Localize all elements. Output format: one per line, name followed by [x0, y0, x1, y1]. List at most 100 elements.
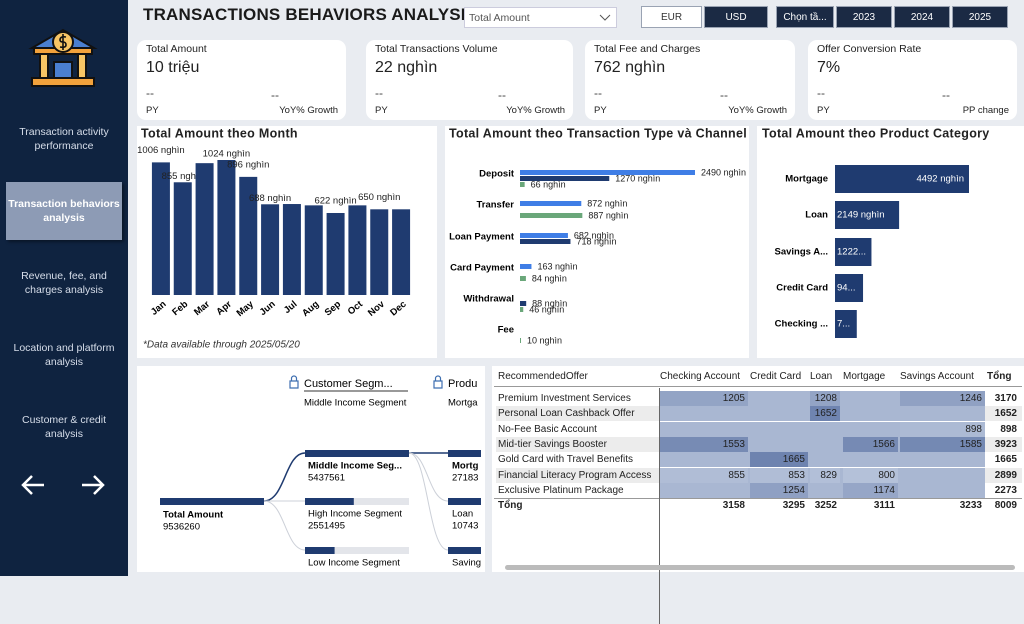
value-cell: 1585 — [900, 436, 985, 452]
row-bg — [660, 482, 985, 498]
column-header: Credit Card — [750, 371, 802, 382]
panel — [757, 126, 1024, 358]
row-label: Premium Investment Services — [498, 393, 631, 404]
header-rule — [494, 386, 1022, 387]
kpi-py-label: PY — [594, 105, 607, 116]
nav-item[interactable]: Transaction behaviors analysis — [6, 182, 122, 240]
total-cell: 3295 — [782, 500, 805, 512]
bank-icon — [28, 28, 98, 87]
column-header: Loan — [810, 371, 833, 382]
value-cell: 1652 — [810, 406, 840, 422]
row-label: Financial Literacy Program Access — [498, 469, 652, 481]
kpi-growth-label: YoY% Growth — [506, 105, 565, 116]
column-header: Checking Account — [660, 371, 741, 382]
kpi-value: 762 nghìn — [594, 59, 666, 76]
column-divider — [659, 388, 660, 624]
total-cell: 898 — [1000, 423, 1017, 435]
row-bg — [660, 452, 985, 468]
nav-item[interactable]: Customer & credit analysis — [21, 414, 107, 440]
value-cell: 829 — [810, 467, 840, 483]
total-cell: 1665 — [994, 454, 1017, 466]
kpi-py-label: PY — [817, 105, 830, 116]
value-cell: 1174 — [843, 482, 898, 498]
kpi-value: 22 nghìn — [375, 59, 438, 76]
year-button[interactable]: 2023 — [836, 6, 892, 28]
value-cell: 853 — [750, 467, 808, 483]
value-cell: 1205 — [660, 391, 748, 406]
nav-arrows[interactable] — [20, 470, 110, 500]
measure-dropdown[interactable]: Total Amount — [464, 7, 617, 28]
kpi-card: Total Amount 10 triệu -- -- PY YoY% Growth — [137, 40, 346, 120]
kpi-py-label: PY — [375, 105, 388, 116]
dropdown-value: Total Amount — [469, 12, 530, 24]
kpi-card: Total Transactions Volume 22 nghìn -- -- PY Y… — [366, 40, 573, 120]
kpi-growth-label: YoY% Growth — [279, 105, 338, 116]
currency-button[interactable]: EUR — [641, 6, 702, 28]
nav-item[interactable]: Transaction activity performance — [19, 126, 109, 152]
row-label: Gold Card with Travel Benefits — [498, 454, 634, 466]
value-cell: 1665 — [750, 452, 808, 468]
kpi-label: Offer Conversion Rate — [817, 43, 922, 55]
panel — [445, 126, 749, 358]
row-label: Personal Loan Cashback Offer — [498, 408, 635, 420]
total-cell: 3923 — [994, 438, 1017, 450]
total-cell: 3170 — [994, 393, 1017, 404]
kpi-growth-value: -- — [271, 88, 279, 102]
value-cell: 800 — [843, 467, 898, 483]
value-cell: 1254 — [750, 482, 808, 498]
total-cell: 2899 — [994, 469, 1017, 481]
kpi-py-value: -- — [375, 86, 383, 100]
kpi-py-label: PY — [146, 105, 159, 116]
nav-item[interactable]: Revenue, fee, and charges analysis — [21, 270, 107, 296]
kpi-card: Total Fee and Charges 762 nghìn -- -- PY YoY%… — [585, 40, 795, 120]
total-cell: 3158 — [722, 500, 745, 512]
column-header: Mortgage — [843, 371, 886, 382]
kpi-growth-value: -- — [720, 88, 728, 102]
column-header: Savings Account — [900, 371, 974, 382]
kpi-label: Total Amount — [146, 43, 207, 55]
kpi-label: Total Fee and Charges — [594, 43, 701, 55]
chevron — [599, 14, 611, 21]
total-rule — [494, 498, 1022, 500]
year-button[interactable]: 2024 — [894, 6, 950, 28]
kpi-growth-value: -- — [498, 88, 506, 102]
kpi-card: Offer Conversion Rate 7% -- -- PY PP change — [808, 40, 1017, 120]
kpi-growth-label: PP change — [962, 105, 1009, 116]
row-label: No-Fee Basic Account — [498, 423, 597, 435]
page-title: TRANSACTIONS BEHAVIORS ANALYSIS — [143, 5, 478, 24]
kpi-growth-label: YoY% Growth — [728, 105, 787, 116]
kpi-value: 10 triệu — [146, 59, 200, 76]
total-cell: 3111 — [873, 500, 895, 512]
kpi-growth-value: -- — [942, 88, 950, 102]
panel — [137, 366, 485, 572]
total-cell: Tổng — [498, 500, 523, 512]
value-cell: 1553 — [660, 436, 748, 452]
row-label: Mid-tier Savings Booster — [498, 438, 607, 450]
kpi-py-value: -- — [146, 86, 154, 100]
kpi-py-value: -- — [817, 86, 825, 100]
value-cell: 1566 — [843, 436, 898, 452]
value-cell: 1246 — [900, 391, 985, 406]
column-header: Tổng — [987, 371, 1012, 382]
kpi-label: Total Transactions Volume — [375, 43, 498, 55]
value-cell: 1208 — [810, 391, 840, 406]
column-header: RecommendedOffer — [498, 371, 588, 382]
scrollbar[interactable] — [505, 565, 1015, 570]
kpi-value: 7% — [817, 59, 841, 76]
kpi-py-value: -- — [594, 86, 602, 100]
total-cell: 1652 — [994, 408, 1017, 420]
value-cell: 855 — [660, 467, 748, 483]
total-cell: 3233 — [959, 500, 982, 512]
period-picker[interactable]: Chọn tầ... — [776, 6, 834, 28]
value-cell: 898 — [900, 421, 985, 437]
year-button[interactable]: 2025 — [952, 6, 1008, 28]
total-cell: 8009 — [994, 500, 1017, 512]
nav-item[interactable]: Location and platform analysis — [13, 342, 115, 368]
sidebar: Transaction activity performance Transact… — [0, 0, 128, 576]
total-cell: 3252 — [814, 500, 837, 512]
total-cell: 2273 — [994, 484, 1017, 496]
row-label: Exclusive Platinum Package — [498, 484, 624, 496]
currency-button[interactable]: USD — [704, 6, 768, 28]
panel — [137, 126, 437, 358]
